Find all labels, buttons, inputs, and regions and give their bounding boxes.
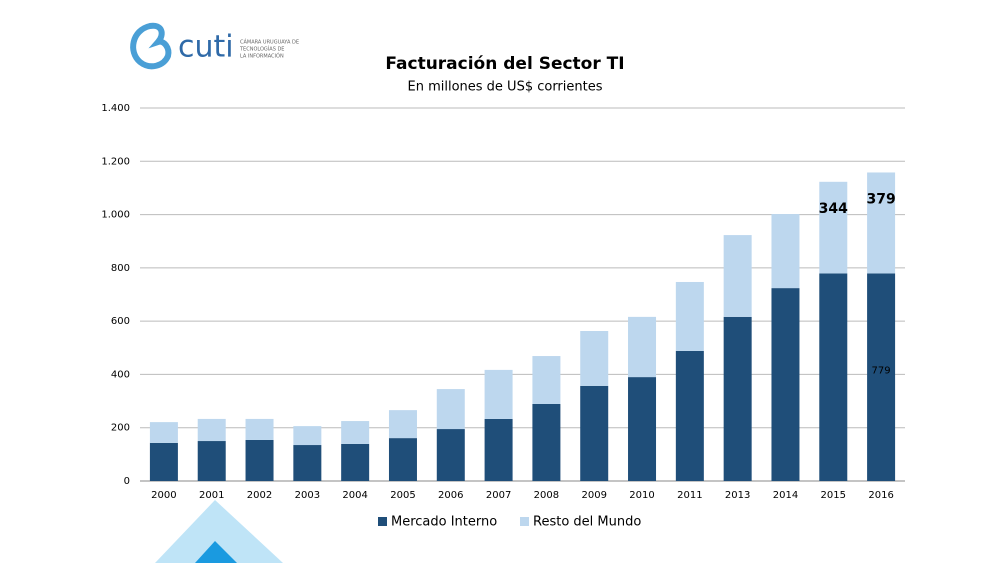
- bar-segment: [628, 316, 657, 378]
- legend-swatch: [378, 517, 387, 526]
- bar-segment: [532, 404, 561, 481]
- x-tick-label: 2008: [534, 490, 559, 501]
- x-tick-label: 2000: [151, 490, 176, 501]
- bar-segment: [675, 350, 704, 481]
- y-tick-label: 600: [111, 316, 130, 327]
- x-tick-label: 2007: [486, 490, 511, 501]
- legend-label: Resto del Mundo: [533, 515, 641, 530]
- x-tick-label: 2013: [725, 490, 750, 501]
- bar-segment: [723, 235, 752, 317]
- decor-triangle: [155, 500, 283, 563]
- y-tick-label: 200: [111, 423, 130, 434]
- bar-segment: [293, 426, 322, 446]
- legend-swatch: [520, 517, 529, 526]
- x-tick-label: 2010: [629, 490, 654, 501]
- logo-tagline: TECNOLOGÍAS DE: [239, 46, 284, 53]
- data-label: 779: [872, 365, 891, 376]
- x-tick-label: 2014: [773, 490, 798, 501]
- bar-segment: [580, 331, 609, 386]
- bar-segment: [819, 181, 848, 274]
- bar-segment: [867, 172, 896, 274]
- bar-segment: [149, 422, 178, 443]
- x-tick-label: 2005: [390, 490, 415, 501]
- chart-title: Facturación del Sector TI: [385, 54, 624, 74]
- data-label: 379: [866, 191, 895, 207]
- bar-segment: [628, 377, 657, 481]
- bar-segment: [293, 445, 322, 481]
- bar-segment: [675, 281, 704, 351]
- bar-segment: [723, 316, 752, 481]
- legend-label: Mercado Interno: [391, 515, 497, 530]
- bar-segment: [341, 421, 370, 444]
- x-tick-label: 2009: [581, 490, 606, 501]
- bar-segment: [484, 418, 513, 481]
- logo-tagline: LA INFORMACIÓN: [240, 53, 284, 60]
- bar-segment: [867, 273, 896, 481]
- x-tick-label: 2015: [821, 490, 846, 501]
- x-tick-label: 2002: [247, 490, 272, 501]
- bar-segment: [819, 273, 848, 481]
- chart-subtitle: En millones de US$ corrientes: [407, 80, 602, 95]
- logo-name: cuti: [178, 30, 234, 65]
- y-tick-label: 1.200: [101, 156, 130, 167]
- bar-segment: [580, 385, 609, 481]
- decor-triangle: [195, 541, 237, 563]
- bar-segment: [197, 441, 226, 481]
- bar-segment: [436, 389, 465, 430]
- bar-segment: [532, 356, 561, 405]
- bar-segment: [771, 214, 800, 289]
- bar-segment: [197, 418, 226, 442]
- y-tick-label: 800: [111, 263, 130, 274]
- x-tick-label: 2001: [199, 490, 224, 501]
- x-tick-label: 2006: [438, 490, 463, 501]
- x-tick-label: 2016: [868, 490, 893, 501]
- x-tick-label: 2004: [342, 490, 367, 501]
- y-tick-label: 1.400: [101, 103, 130, 114]
- bar-segment: [436, 429, 465, 481]
- x-tick-label: 2003: [295, 490, 320, 501]
- logo: cuti CÁMARA URUGUAYA DE TECNOLOGÍAS DE L…: [130, 22, 299, 70]
- bar-segment: [771, 288, 800, 481]
- x-tick-label: 2011: [677, 490, 702, 501]
- bar-segment: [388, 438, 417, 481]
- bar-segment: [245, 439, 274, 481]
- y-tick-label: 400: [111, 369, 130, 380]
- bar-segment: [341, 443, 370, 481]
- data-label: 344: [819, 201, 848, 217]
- bar-segment: [484, 369, 513, 419]
- y-tick-label: 0: [124, 476, 130, 487]
- logo-tagline: CÁMARA URUGUAYA DE: [240, 39, 299, 46]
- bar-segment: [388, 410, 417, 439]
- logo-mark: [130, 22, 172, 70]
- y-tick-label: 1.000: [101, 210, 130, 221]
- bar-segment: [245, 418, 274, 440]
- bar-segment: [149, 442, 178, 481]
